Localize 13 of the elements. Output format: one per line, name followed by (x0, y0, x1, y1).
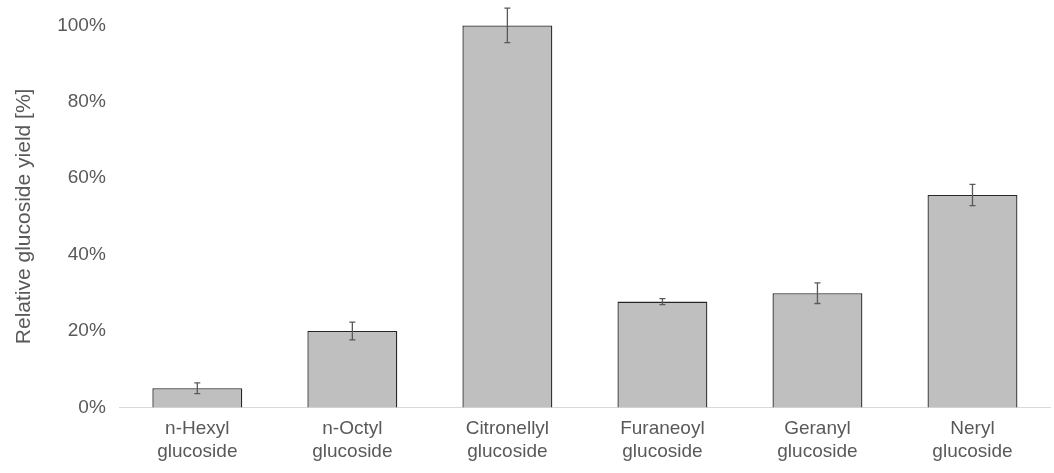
y-tick-label: 80% (67, 90, 106, 112)
x-tick-label: n-Octyl glucoside (312, 417, 393, 461)
y-tick-label: 100% (57, 13, 106, 35)
y-tick-label: 60% (67, 166, 106, 188)
x-tick-label: Citronellyl glucoside (465, 417, 550, 461)
y-tick-label: 40% (67, 242, 106, 264)
x-tick-label: Neryl glucoside (932, 417, 1013, 461)
y-tick-label: 0% (78, 395, 106, 417)
x-tick-label: n-Hexyl glucoside (157, 417, 238, 461)
y-tick-label: 20% (67, 319, 106, 341)
x-tick-label: Geranyl glucoside (777, 417, 858, 461)
y-axis-title: Relative glucoside yield [%] (11, 88, 35, 345)
x-tick-label: Furaneoyl glucoside (620, 417, 705, 461)
